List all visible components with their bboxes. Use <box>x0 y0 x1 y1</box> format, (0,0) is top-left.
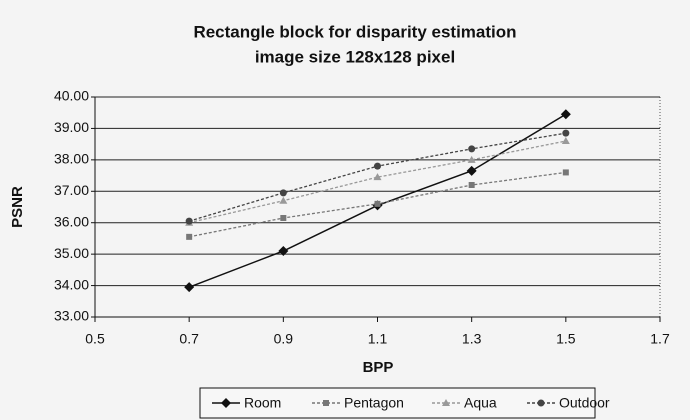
legend-label: Aqua <box>464 395 497 411</box>
marker <box>373 173 382 181</box>
marker <box>374 200 381 207</box>
y-tick-label: 36.00 <box>54 213 89 229</box>
y-tick-label: 38.00 <box>54 151 89 167</box>
legend-label: Outdoor <box>559 395 610 411</box>
marker <box>560 109 571 120</box>
marker <box>468 182 475 188</box>
y-tick-label: 37.00 <box>54 182 89 198</box>
marker <box>467 155 476 163</box>
marker <box>279 189 287 197</box>
x-tick-label: 0.5 <box>85 331 105 347</box>
y-axis-title: PSNR <box>9 186 26 228</box>
marker <box>184 282 195 293</box>
x-tick-label: 0.7 <box>179 331 199 347</box>
x-tick-label: 0.9 <box>274 331 294 347</box>
marker <box>278 246 289 256</box>
y-tick-label: 33.00 <box>54 308 89 324</box>
marker <box>374 162 381 170</box>
x-tick-label: 1.5 <box>556 331 576 347</box>
x-tick-label: 1.3 <box>462 331 482 347</box>
y-tick-label: 35.00 <box>54 245 89 261</box>
marker <box>562 129 570 137</box>
series-line <box>189 140 566 224</box>
marker <box>323 400 329 406</box>
marker <box>221 398 231 408</box>
marker <box>562 169 569 176</box>
marker <box>466 165 477 176</box>
marker <box>186 233 193 240</box>
marker <box>537 399 545 407</box>
x-axis-title: BPP <box>363 359 394 376</box>
marker <box>442 399 450 406</box>
marker <box>279 196 288 204</box>
chart-title: Rectangle block for disparity estimation <box>193 22 516 41</box>
x-tick-label: 1.1 <box>368 331 388 347</box>
legend-label: Room <box>244 395 281 411</box>
marker <box>561 137 570 144</box>
marker <box>468 145 476 153</box>
y-tick-label: 34.00 <box>54 276 89 292</box>
marker <box>280 215 287 221</box>
chart-subtitle: image size 128x128 pixel <box>255 47 455 66</box>
x-tick-label: 1.7 <box>650 331 670 347</box>
marker <box>185 217 193 225</box>
legend-label: Pentagon <box>344 395 404 411</box>
y-tick-label: 39.00 <box>54 119 89 135</box>
y-tick-label: 40.00 <box>54 88 89 104</box>
